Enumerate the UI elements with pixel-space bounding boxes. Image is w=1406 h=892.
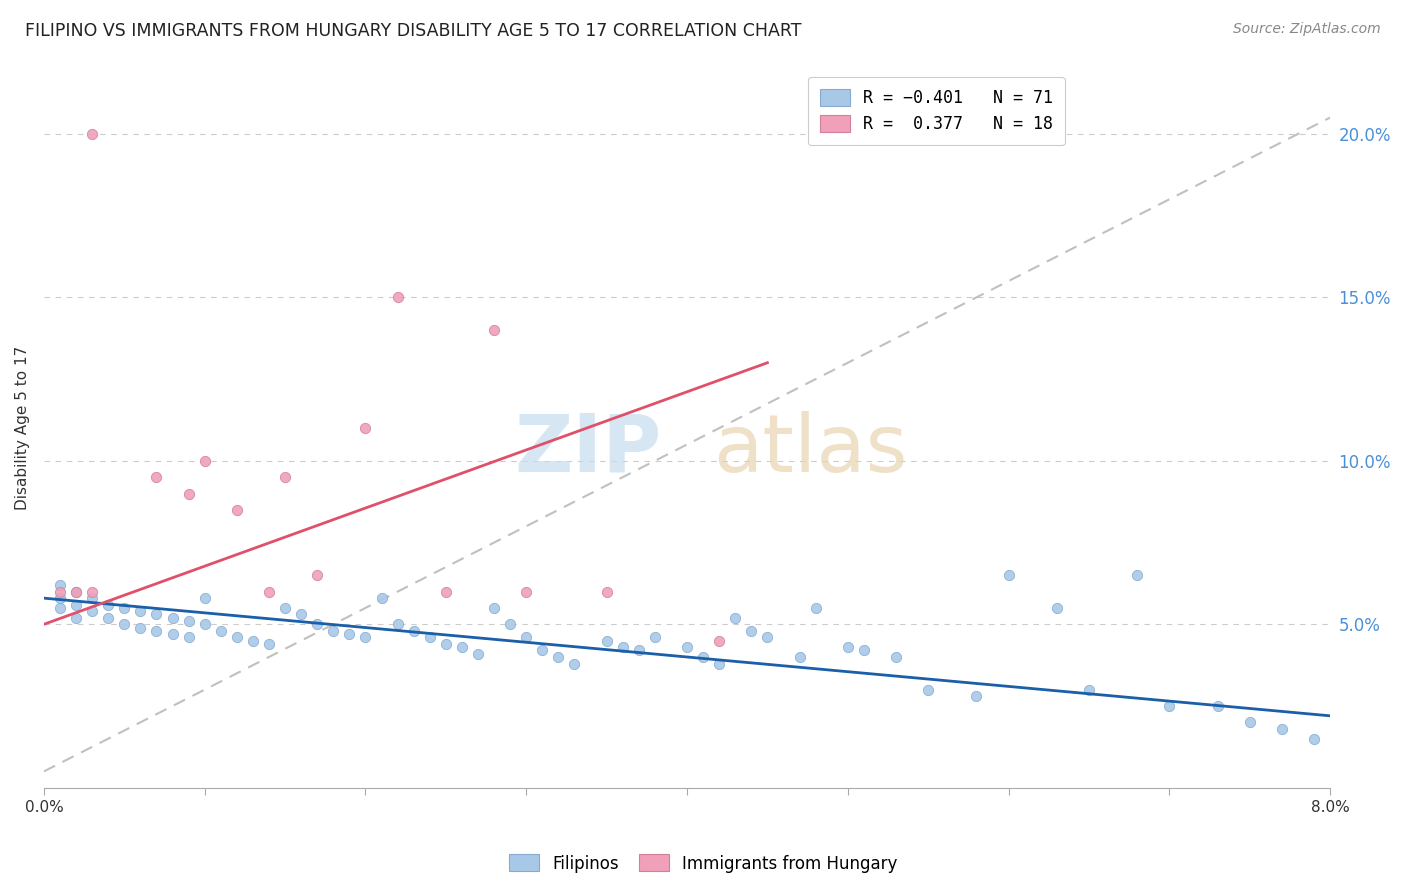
Point [1159,699,1181,714]
Text: FILIPINO VS IMMIGRANTS FROM HUNGARY DISABILITY AGE 5 TO 17 CORRELATION CHART: FILIPINO VS IMMIGRANTS FROM HUNGARY DISA… [25,22,801,40]
Point [1206,699,1229,714]
Point [145,624,167,638]
Point [322,624,344,638]
Legend: R = −0.401   N = 71, R =  0.377   N = 18: R = −0.401 N = 71, R = 0.377 N = 18 [808,77,1064,145]
Point [434,584,457,599]
Point [82,127,104,141]
Point [595,584,617,599]
Point [402,624,425,638]
Point [257,584,280,599]
Point [65,611,87,625]
Point [965,690,987,704]
Point [209,624,232,638]
Text: atlas: atlas [713,410,907,489]
Point [274,601,297,615]
Point [1126,568,1149,582]
Point [129,621,152,635]
Point [547,650,569,665]
Point [789,650,811,665]
Point [595,633,617,648]
Point [884,650,907,665]
Point [756,631,779,645]
Point [482,323,505,337]
Point [451,640,474,655]
Point [467,647,489,661]
Point [709,657,731,671]
Point [49,584,72,599]
Point [97,611,120,625]
Point [515,584,537,599]
Point [112,601,135,615]
Point [354,421,377,435]
Point [676,640,699,655]
Point [917,682,939,697]
Point [1239,715,1261,730]
Point [82,591,104,606]
Point [1078,682,1101,697]
Point [370,591,392,606]
Point [257,637,280,651]
Y-axis label: Disability Age 5 to 17: Disability Age 5 to 17 [15,346,30,510]
Legend: Filipinos, Immigrants from Hungary: Filipinos, Immigrants from Hungary [502,847,904,880]
Point [837,640,859,655]
Point [531,643,554,657]
Point [434,637,457,651]
Point [692,650,714,665]
Point [177,614,200,628]
Point [112,617,135,632]
Point [162,627,184,641]
Point [307,568,329,582]
Point [482,601,505,615]
Point [49,601,72,615]
Point [177,486,200,500]
Point [354,631,377,645]
Point [709,633,731,648]
Point [852,643,875,657]
Point [274,470,297,484]
Point [145,470,167,484]
Point [225,503,247,517]
Point [65,598,87,612]
Point [564,657,586,671]
Point [49,591,72,606]
Point [1303,731,1326,746]
Point [997,568,1019,582]
Point [499,617,522,632]
Point [97,598,120,612]
Point [724,611,747,625]
Point [194,617,217,632]
Point [612,640,634,655]
Point [145,607,167,622]
Point [194,454,217,468]
Point [804,601,827,615]
Point [65,584,87,599]
Point [387,617,409,632]
Point [194,591,217,606]
Point [129,604,152,618]
Point [1271,722,1294,736]
Point [307,617,329,632]
Point [337,627,360,641]
Point [82,604,104,618]
Point [515,631,537,645]
Point [177,631,200,645]
Point [49,578,72,592]
Point [65,584,87,599]
Point [627,643,650,657]
Point [387,290,409,304]
Point [225,631,247,645]
Text: Source: ZipAtlas.com: Source: ZipAtlas.com [1233,22,1381,37]
Point [740,624,762,638]
Point [1046,601,1069,615]
Point [290,607,312,622]
Text: ZIP: ZIP [515,410,661,489]
Point [644,631,666,645]
Point [419,631,441,645]
Point [242,633,264,648]
Point [162,611,184,625]
Point [82,584,104,599]
